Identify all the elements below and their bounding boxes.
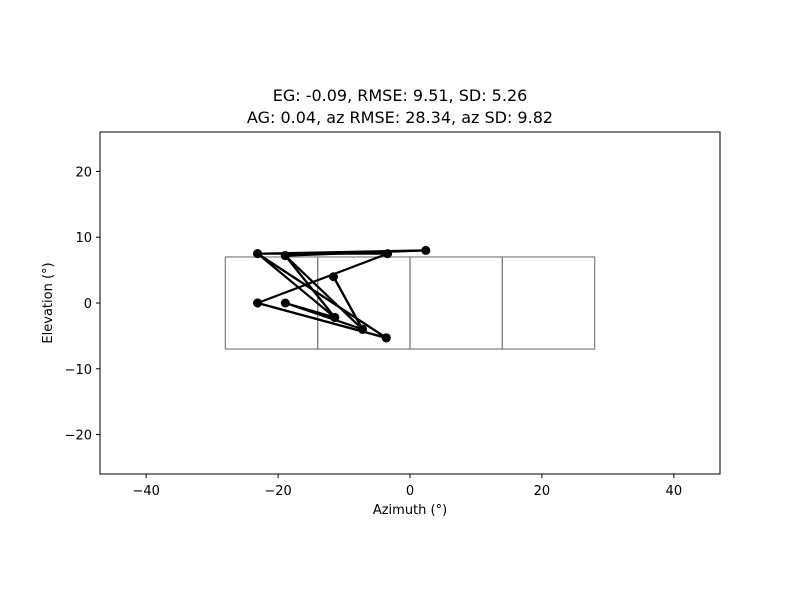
data-point <box>328 272 338 282</box>
series-segment <box>284 254 336 319</box>
x-tick-label: 20 <box>534 484 551 499</box>
chart-title-line-2: AG: 0.04, az RMSE: 28.34, az SD: 9.82 <box>246 108 554 127</box>
y-tick-label: 10 <box>75 231 92 246</box>
series-segment <box>284 301 336 319</box>
y-axis-ticks: −20 −10 0 10 20 <box>65 165 100 444</box>
x-tick-label: 0 <box>406 484 414 499</box>
data-point <box>253 298 263 308</box>
data-point <box>358 324 368 334</box>
series-segment <box>256 252 389 305</box>
data-point <box>253 249 263 259</box>
x-axis-label: Azimuth (°) <box>373 503 447 518</box>
data-point <box>383 249 393 259</box>
data-lines <box>256 249 427 339</box>
x-axis-ticks: −40 −20 0 20 40 <box>132 474 682 499</box>
series-segment <box>256 252 388 339</box>
x-tick-label: 40 <box>666 484 683 499</box>
reference-box <box>224 256 319 350</box>
data-point <box>280 251 290 261</box>
data-point <box>280 298 290 308</box>
reference-box <box>409 256 503 350</box>
x-tick-label: −40 <box>132 484 159 499</box>
x-tick-label: −20 <box>264 484 291 499</box>
series-segment <box>284 254 364 331</box>
data-point <box>330 312 340 322</box>
y-tick-label: 20 <box>75 165 92 180</box>
y-tick-label: −10 <box>65 363 92 378</box>
y-tick-label: 0 <box>84 297 92 312</box>
chart-title-line-1: EG: -0.09, RMSE: 9.51, SD: 5.26 <box>272 86 528 105</box>
series-segment <box>256 252 336 319</box>
reference-boxes <box>224 256 596 350</box>
reference-box <box>501 256 596 350</box>
y-axis-label: Elevation (°) <box>41 262 56 343</box>
y-tick-label: −20 <box>65 429 92 444</box>
data-point <box>381 333 391 343</box>
data-point <box>421 245 431 255</box>
data-points <box>253 245 431 343</box>
series-segment <box>332 275 364 331</box>
